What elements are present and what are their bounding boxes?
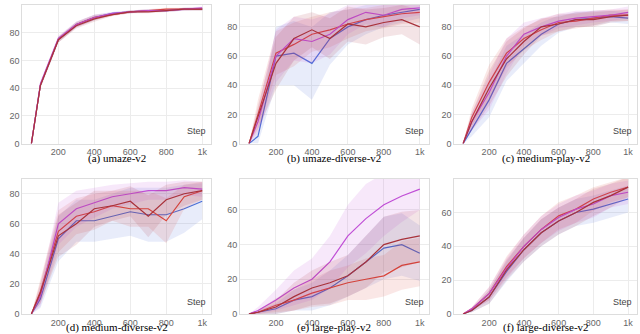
svg-text:200: 200 bbox=[268, 318, 283, 328]
svg-text:Step: Step bbox=[187, 126, 206, 136]
svg-text:40: 40 bbox=[227, 240, 237, 250]
svg-text:40: 40 bbox=[442, 80, 452, 90]
svg-text:60: 60 bbox=[227, 51, 237, 61]
svg-text:400: 400 bbox=[304, 318, 319, 328]
svg-text:800: 800 bbox=[159, 318, 174, 328]
svg-text:(c) medium-play-v2: (c) medium-play-v2 bbox=[502, 152, 590, 165]
svg-text:0: 0 bbox=[232, 139, 237, 149]
svg-text:60: 60 bbox=[442, 51, 452, 61]
svg-text:200: 200 bbox=[51, 318, 66, 328]
svg-text:200: 200 bbox=[51, 147, 66, 157]
svg-text:40: 40 bbox=[10, 249, 20, 259]
svg-text:0: 0 bbox=[447, 309, 452, 319]
svg-text:0: 0 bbox=[15, 309, 20, 319]
svg-text:Step: Step bbox=[613, 297, 632, 307]
svg-text:200: 200 bbox=[268, 147, 283, 157]
svg-text:600: 600 bbox=[340, 318, 355, 328]
svg-text:20: 20 bbox=[10, 279, 20, 289]
svg-text:200: 200 bbox=[482, 318, 497, 328]
svg-text:(e) large-play-v2: (e) large-play-v2 bbox=[297, 321, 371, 334]
svg-text:80: 80 bbox=[442, 22, 452, 32]
svg-text:80: 80 bbox=[227, 22, 237, 32]
svg-text:600: 600 bbox=[340, 147, 355, 157]
svg-text:40: 40 bbox=[10, 83, 20, 93]
svg-text:(d) medium-diverse-v2: (d) medium-diverse-v2 bbox=[66, 321, 168, 334]
svg-text:20: 20 bbox=[442, 110, 452, 120]
svg-text:(f) large-diverse-v2: (f) large-diverse-v2 bbox=[503, 321, 589, 334]
svg-text:800: 800 bbox=[376, 147, 391, 157]
svg-text:20: 20 bbox=[227, 274, 237, 284]
svg-text:600: 600 bbox=[551, 318, 566, 328]
svg-text:1k: 1k bbox=[623, 318, 633, 328]
svg-text:1k: 1k bbox=[197, 318, 207, 328]
svg-text:1k: 1k bbox=[415, 318, 425, 328]
svg-text:Step: Step bbox=[613, 126, 632, 136]
svg-text:20: 20 bbox=[442, 275, 452, 285]
svg-text:Step: Step bbox=[405, 126, 424, 136]
svg-text:200: 200 bbox=[482, 147, 497, 157]
svg-text:0: 0 bbox=[232, 309, 237, 319]
svg-text:80: 80 bbox=[10, 189, 20, 199]
svg-text:1k: 1k bbox=[197, 147, 207, 157]
svg-text:400: 400 bbox=[304, 147, 319, 157]
svg-text:20: 20 bbox=[10, 111, 20, 121]
svg-text:800: 800 bbox=[586, 147, 601, 157]
svg-text:1k: 1k bbox=[415, 147, 425, 157]
svg-text:0: 0 bbox=[447, 139, 452, 149]
svg-text:Step: Step bbox=[187, 297, 206, 307]
svg-text:800: 800 bbox=[586, 318, 601, 328]
svg-text:400: 400 bbox=[87, 147, 102, 157]
svg-text:20: 20 bbox=[227, 110, 237, 120]
svg-text:600: 600 bbox=[123, 318, 138, 328]
svg-text:400: 400 bbox=[516, 147, 531, 157]
svg-text:Step: Step bbox=[405, 297, 424, 307]
svg-text:400: 400 bbox=[516, 318, 531, 328]
svg-text:600: 600 bbox=[551, 147, 566, 157]
svg-text:800: 800 bbox=[159, 147, 174, 157]
svg-text:60: 60 bbox=[10, 219, 20, 229]
svg-text:60: 60 bbox=[10, 56, 20, 66]
svg-text:40: 40 bbox=[227, 80, 237, 90]
svg-text:400: 400 bbox=[87, 318, 102, 328]
svg-text:600: 600 bbox=[123, 147, 138, 157]
svg-text:40: 40 bbox=[442, 241, 452, 251]
svg-text:80: 80 bbox=[10, 28, 20, 38]
svg-text:60: 60 bbox=[442, 208, 452, 218]
svg-text:1k: 1k bbox=[623, 147, 633, 157]
svg-text:60: 60 bbox=[227, 205, 237, 215]
svg-text:800: 800 bbox=[376, 318, 391, 328]
svg-text:(a) umaze-v2: (a) umaze-v2 bbox=[88, 152, 146, 165]
svg-text:0: 0 bbox=[15, 139, 20, 149]
svg-text:(b) umaze-diverse-v2: (b) umaze-diverse-v2 bbox=[287, 152, 381, 165]
